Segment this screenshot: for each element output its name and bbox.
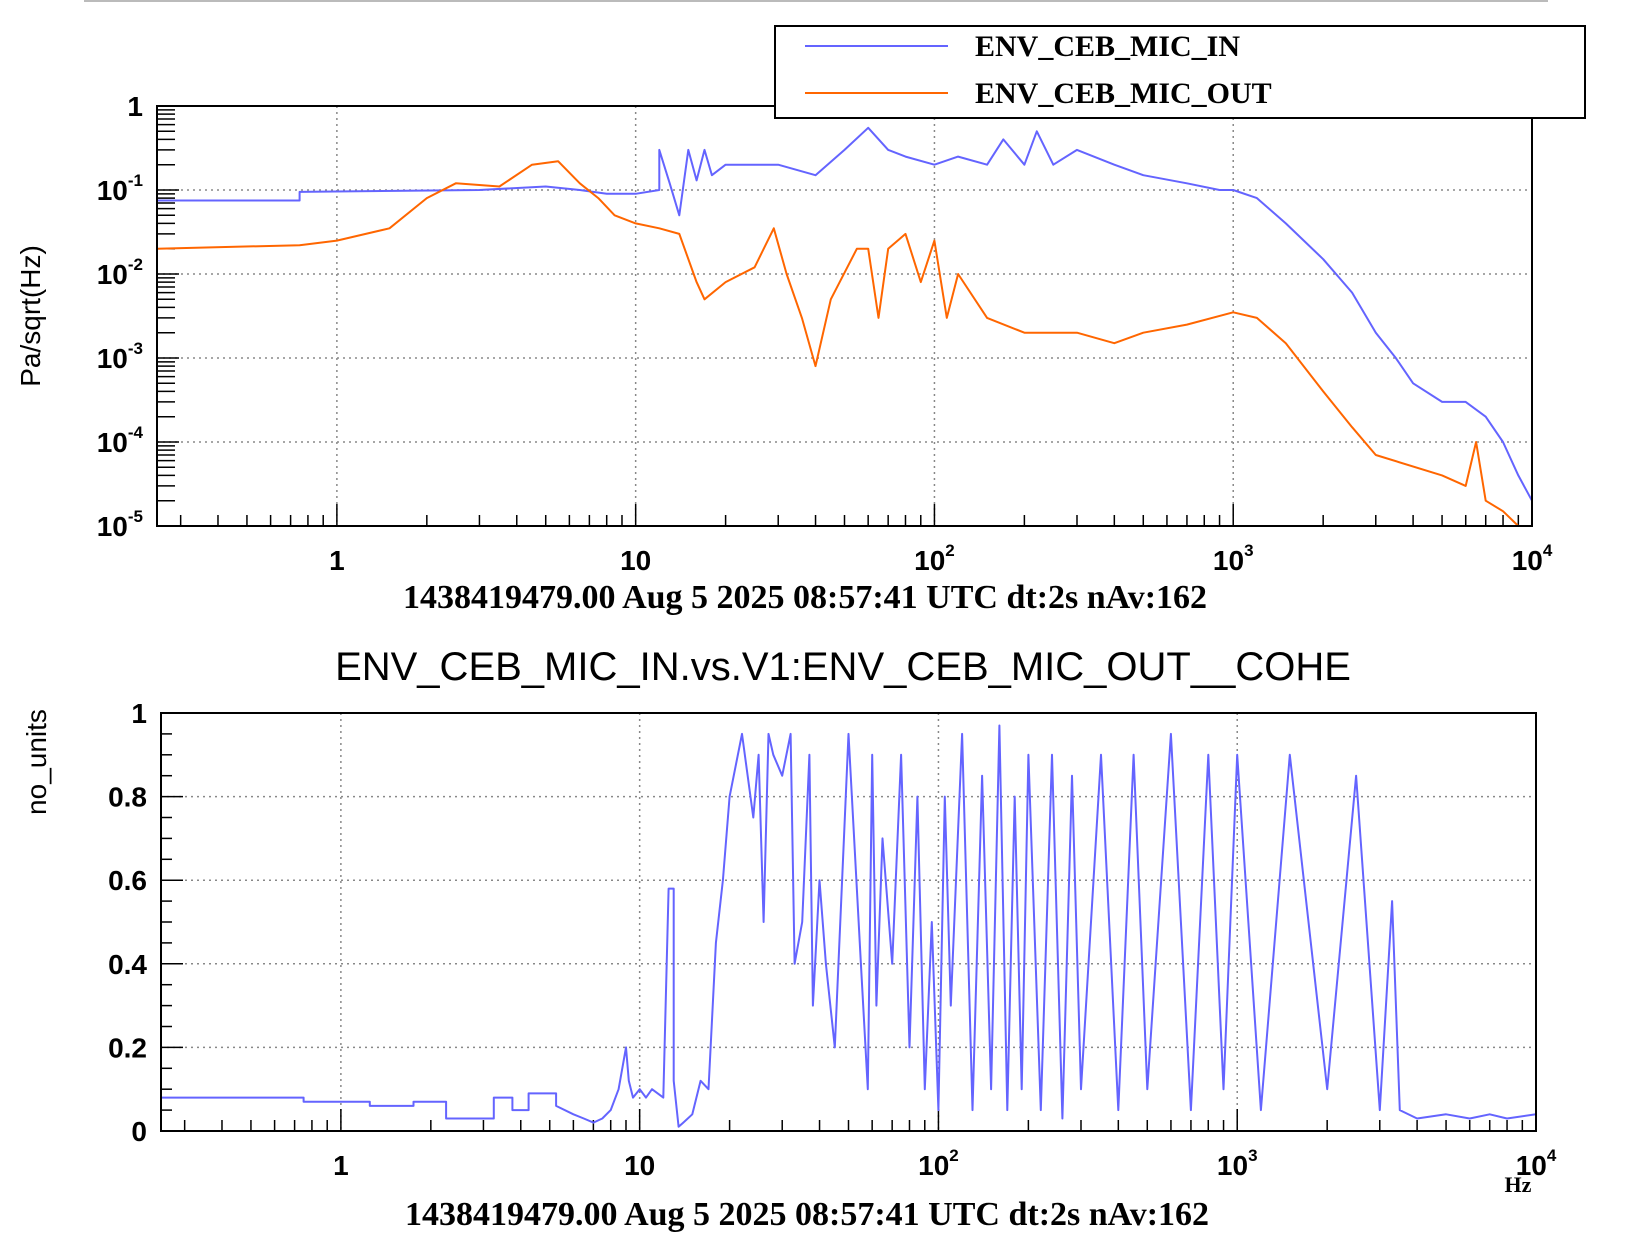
- asd-y-tick-label: 10-2: [97, 255, 143, 290]
- asd-series-group: [156, 126, 1533, 527]
- asd-y-tick-label: 10-1: [97, 171, 143, 206]
- asd-x-tick-labels: 1 10 102 103 104: [329, 541, 1553, 576]
- legend-box: [774, 25, 1586, 119]
- coherence-y-tick-label: 0.2: [108, 1032, 147, 1063]
- coherence-plot-frame: [161, 713, 1536, 1131]
- coherence-y-tick-label: 0.4: [108, 949, 147, 980]
- coherence-title: ENV_CEB_MIC_IN.vs.V1:ENV_CEB_MIC_OUT__CO…: [335, 645, 1351, 689]
- asd-y-axis-label: Pa/sqrt(Hz): [15, 245, 46, 387]
- coherence-x-tick-label: 10: [624, 1150, 655, 1181]
- asd-plot-panel: 1 10 102 103 104 1 10-1 10-2 10-3 10-4 10-5 Pa/sq…: [15, 25, 1586, 616]
- asd-x-tick-label: 104: [1512, 541, 1553, 576]
- asd-y-tick-label: 1: [127, 91, 143, 122]
- coherence-y-axis-label: no_units: [21, 709, 52, 815]
- asd-footer-timestamp: 1438419479.00 Aug 5 2025 08:57:41 UTC dt…: [403, 579, 1207, 616]
- coherence-y-tick-label: 0.8: [108, 782, 147, 813]
- coherence-series-group: [161, 724, 1537, 1128]
- coherence-plot-panel: ENV_CEB_MIC_IN.vs.V1:ENV_CEB_MIC_OUT__CO…: [21, 645, 1557, 1233]
- coherence-y-tick-label: 0.6: [108, 865, 147, 896]
- asd-x-tick-label: 1: [329, 545, 345, 576]
- coherence-x-unit: Hz: [1505, 1172, 1532, 1197]
- asd-y-tick-labels: 1 10-1 10-2 10-3 10-4 10-5: [97, 91, 144, 542]
- coherence-footer-timestamp: 1438419479.00 Aug 5 2025 08:57:41 UTC dt…: [405, 1196, 1209, 1233]
- asd-y-tick-label: 10-3: [97, 339, 143, 374]
- legend-label-mic-in: ENV_CEB_MIC_IN: [975, 30, 1240, 63]
- coherence-x-tick-label: 103: [1217, 1146, 1258, 1181]
- series-line-coherence: [161, 724, 1537, 1128]
- asd-y-tick-label: 10-4: [97, 423, 144, 458]
- legend-label-mic-out: ENV_CEB_MIC_OUT: [975, 77, 1272, 110]
- asd-axis-ticks: [157, 109, 1533, 527]
- coherence-y-tick-label: 0: [131, 1116, 147, 1147]
- asd-plot-frame: [157, 106, 1532, 526]
- coherence-plot-border: [160, 712, 1537, 1132]
- asd-x-tick-label: 102: [914, 541, 955, 576]
- asd-x-tick-label: 103: [1213, 541, 1254, 576]
- coherence-x-tick-label: 1: [333, 1150, 349, 1181]
- series-line-env-ceb-mic-in: [157, 126, 1533, 502]
- asd-y-tick-label: 10-5: [97, 507, 143, 542]
- coherence-x-tick-labels: 1 10 102 103 104: [333, 1146, 1557, 1181]
- asd-x-tick-label: 10: [620, 545, 651, 576]
- coherence-y-tick-label: 1: [131, 698, 147, 729]
- legend: ENV_CEB_MIC_IN ENV_CEB_MIC_OUT: [774, 25, 1586, 119]
- series-line-env-ceb-mic-out: [156, 160, 1519, 527]
- coherence-x-tick-label: 102: [918, 1146, 959, 1181]
- coherence-y-tick-labels: 0 0.2 0.4 0.6 0.8 1: [108, 698, 147, 1147]
